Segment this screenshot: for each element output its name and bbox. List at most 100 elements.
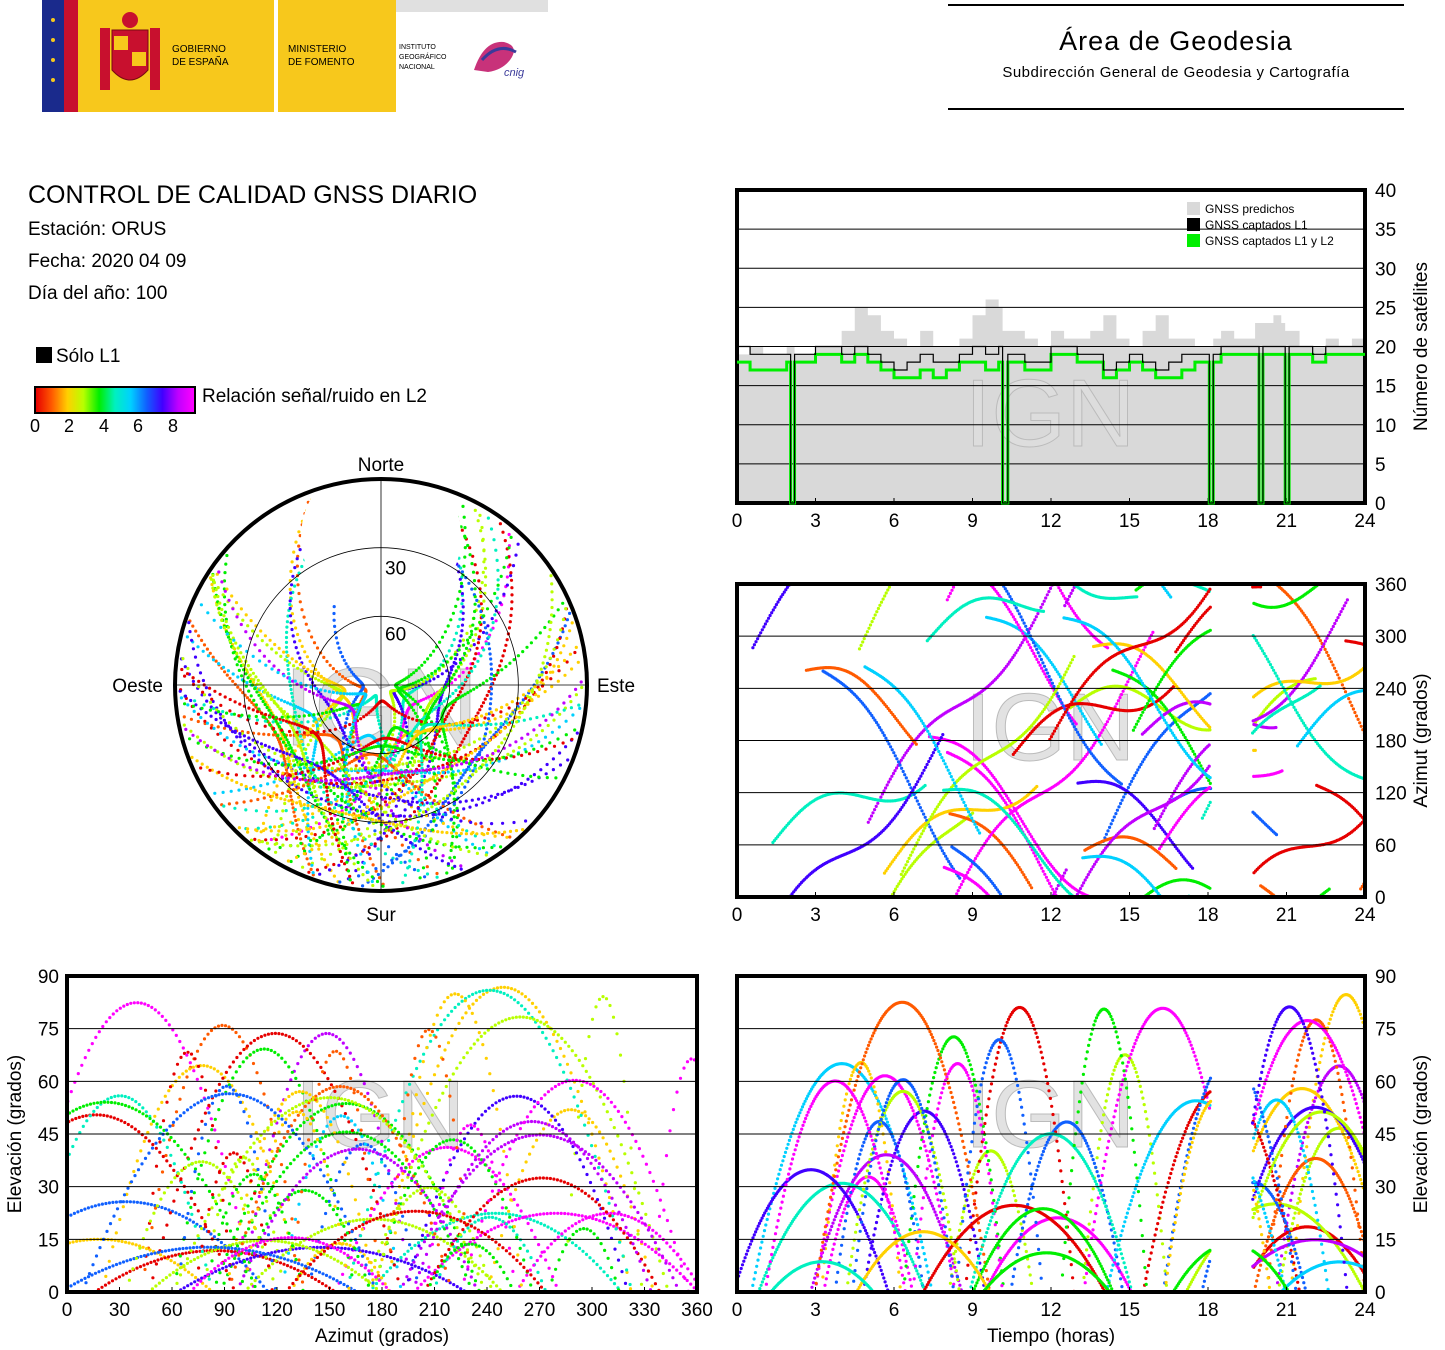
elevation-azimuth-point [76, 1210, 80, 1214]
elevation-azimuth-point [257, 1275, 261, 1279]
gobierno-text-l2: DE ESPAÑA [172, 55, 229, 68]
azimuth-point [1316, 653, 1320, 657]
azimuth-point [1008, 799, 1012, 803]
elevation-azimuth-point [220, 1099, 224, 1103]
azimuth-point [1069, 693, 1073, 697]
azimuth-point [891, 771, 896, 776]
azimuth-point [1053, 690, 1057, 694]
elevation-azimuth-point [612, 1157, 616, 1161]
elevation-azimuth-point [515, 1094, 519, 1098]
azimuth-point [1284, 691, 1288, 695]
elevation-azimuth-point [310, 1142, 314, 1146]
elevation-azimuth-point [158, 1140, 162, 1144]
elevation-azimuth-point [446, 1241, 450, 1245]
elevation-azimuth-point [202, 1064, 206, 1068]
elevation-azimuth-point [317, 1279, 321, 1284]
elevation-azimuth-point [446, 1234, 450, 1238]
elevation-azimuth-point [83, 1207, 87, 1211]
azimuth-point [1030, 624, 1034, 628]
elevation-azimuth-point [428, 1231, 432, 1235]
elevation-azimuth-point [379, 1196, 383, 1200]
elevation-azimuth-point [70, 1118, 74, 1122]
elevation-azimuth-point [315, 1060, 319, 1064]
elevation-azimuth-point [219, 1072, 223, 1076]
azimuth-point [1032, 651, 1036, 656]
azimuth-point [1009, 658, 1013, 662]
elevation-azimuth-point [160, 1100, 164, 1104]
azimuth-point [895, 757, 899, 761]
x-tick-label: 3 [810, 511, 821, 532]
elevation-azimuth-point [287, 1035, 291, 1039]
elevation-azimuth-point [183, 1268, 187, 1272]
azimuth-point [1165, 835, 1169, 839]
area-title: Área de Geodesia [1059, 26, 1293, 56]
azimuth-point [1193, 752, 1197, 756]
azimuth-point [1069, 661, 1073, 665]
azimuth-point [1182, 774, 1186, 778]
elevation-azimuth-point [341, 1130, 345, 1134]
elevation-azimuth-point [602, 1270, 606, 1274]
elevation-azimuth-point [573, 1108, 577, 1112]
elevation-azimuth-point [502, 985, 507, 989]
elevation-azimuth-point [469, 1214, 473, 1218]
azimuth-point [1035, 657, 1039, 661]
azimuth-point [906, 779, 910, 783]
elevation-azimuth-point [382, 1224, 386, 1228]
elevation-azimuth-point [329, 1178, 333, 1182]
azimuth-point [928, 825, 932, 829]
elevation-azimuth-point [495, 1284, 499, 1288]
elevation-azimuth-point [97, 1203, 101, 1207]
elevation-azimuth-point [368, 1250, 372, 1254]
azimuth-point [1091, 865, 1095, 869]
header-rule-top [948, 4, 1404, 6]
azimuth-point [1172, 733, 1176, 737]
azimuth-point [896, 760, 901, 764]
azimuth-point [893, 769, 897, 773]
azimuth-point [1069, 591, 1073, 595]
azimuth-point [1334, 618, 1338, 623]
elevation-azimuth-point [473, 1279, 478, 1283]
elevation-azimuth-point [296, 1268, 300, 1272]
azimuth-point [1024, 637, 1028, 641]
azimuth-point [1115, 702, 1119, 706]
elevation-azimuth-point [230, 1027, 235, 1031]
azimuth-point [1080, 712, 1084, 716]
azimuth-point [1147, 699, 1151, 703]
azimuth-point [1145, 702, 1150, 706]
elevation-azimuth-point [196, 1177, 200, 1181]
elevation-azimuth-point [425, 1091, 430, 1095]
azimuth-point [1007, 607, 1011, 611]
elevation-azimuth-point [432, 1073, 437, 1077]
y-tick-label: 15 [1375, 377, 1396, 398]
elevation-azimuth-point [242, 1047, 246, 1052]
elevation-azimuth-point [618, 1053, 623, 1057]
elevation-azimuth-point [326, 1077, 330, 1081]
elevation-azimuth-point [364, 1167, 368, 1171]
elevation-azimuth-point [104, 1274, 108, 1278]
azimuth-point [1001, 789, 1005, 793]
elevation-azimuth-point [457, 1021, 461, 1025]
azimuth-point [1178, 643, 1183, 647]
elevation-azimuth-point [550, 1114, 554, 1118]
elevation-azimuth-point [234, 1030, 238, 1035]
x-tick-label: 12 [1040, 511, 1061, 532]
elevation-azimuth-point [214, 1146, 218, 1150]
elevation-azimuth-point [376, 1126, 380, 1130]
elevation-azimuth-point [323, 1227, 327, 1231]
elevation-azimuth-point [455, 1285, 459, 1289]
elevation-azimuth-point [533, 1235, 537, 1239]
azimuth-point [1017, 814, 1021, 818]
elevation-azimuth-point [479, 1212, 484, 1216]
azimuth-point [1042, 664, 1047, 668]
elevation-azimuth-point [231, 1060, 235, 1064]
elevation-azimuth-point [213, 1128, 217, 1132]
y-tick-label: 20 [1375, 338, 1396, 359]
azimuth-point [1163, 672, 1167, 677]
azimuth-point [938, 800, 943, 804]
azimuth-point [1014, 620, 1019, 624]
elevation-azimuth-point [111, 1200, 115, 1204]
elevation-azimuth-point [202, 1037, 207, 1041]
azimuth-point [1340, 683, 1344, 687]
azimuth-point [1180, 745, 1184, 749]
